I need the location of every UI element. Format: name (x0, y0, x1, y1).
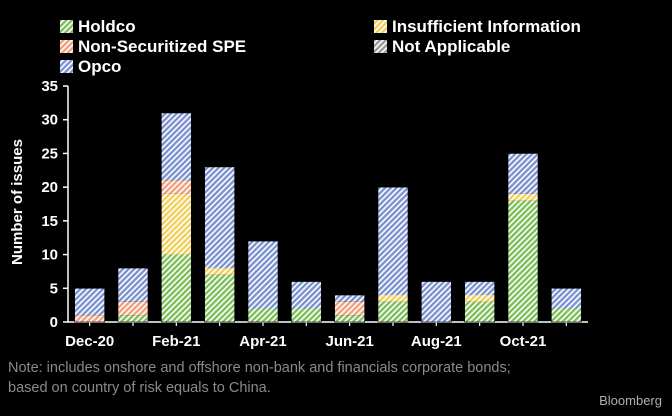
legend-swatch (374, 20, 387, 33)
y-tick-label: 10 (41, 247, 58, 264)
bar-segment-insufficient-information (508, 193, 538, 201)
bar-outline (291, 281, 322, 323)
legend-label: Opco (78, 57, 121, 76)
legend-item-opco: Opco (60, 57, 121, 76)
legend-swatch (60, 40, 73, 53)
y-axis: 0 5 10 15 20 25 30 35 (41, 78, 69, 331)
bar-outline (117, 267, 149, 323)
y-tick-label: 0 (50, 314, 58, 331)
bar-outline (464, 281, 495, 323)
bar-stack-sep-21 (464, 281, 495, 323)
x-tick-label: Apr-21 (239, 333, 287, 350)
x-tick-label: Aug-21 (411, 333, 462, 350)
bar-segment-holdco (551, 308, 582, 322)
bar-segment-holdco (378, 301, 408, 322)
bars (74, 112, 582, 323)
bar-stack-feb-21 (161, 112, 192, 323)
bar-outline (377, 186, 409, 323)
legend-label: Insufficient Information (392, 17, 581, 36)
bar-segment-non-securitized-spe (161, 180, 192, 194)
legend-swatch (60, 60, 73, 73)
bar-outline (247, 240, 279, 323)
y-tick-label: 30 (41, 112, 58, 129)
legend-label: Non-Securitized SPE (78, 37, 246, 56)
bar-segment-opco (248, 241, 278, 309)
bar-stack-aug-21 (421, 281, 452, 323)
bar-segment-opco (551, 288, 582, 309)
y-axis-title: Number of issues (9, 139, 26, 265)
footnote: Note: includes onshore and offshore non-… (8, 358, 618, 398)
bar-segment-non-securitized-spe (74, 315, 105, 322)
legend-swatch (60, 20, 73, 33)
bar-stack-mar-21 (204, 166, 235, 323)
bar-segment-holdco (248, 308, 278, 322)
bar-segment-opco (118, 268, 148, 302)
y-tick-label: 15 (41, 213, 58, 230)
bar-segment-opco (334, 295, 365, 302)
bar-segment-holdco (464, 301, 495, 322)
bar-segment-insufficient-information (464, 295, 495, 302)
bloomberg-logo: Bloomberg (599, 393, 662, 408)
bar-stack-may-21 (291, 281, 322, 323)
legend-item-holdco: Holdco (60, 17, 136, 36)
y-tick-label: 25 (41, 145, 58, 162)
bar-outline (74, 287, 105, 323)
bar-stack-jun-21 (334, 294, 365, 323)
bar-segment-non-securitized-spe (334, 301, 365, 316)
legend: Holdco Insufficient Information Non-Securi… (60, 17, 581, 76)
y-tick-label: 5 (50, 280, 58, 297)
bar-segment-holdco (118, 315, 148, 322)
x-tick-label: Oct-21 (500, 333, 547, 350)
bar-segment-holdco (508, 200, 538, 322)
bar-segment-opco (378, 187, 408, 296)
bar-segment-opco (508, 153, 538, 194)
bar-segment-opco (464, 281, 495, 296)
x-tick-label: Dec-20 (65, 333, 114, 350)
bar-stack-jul-21 (377, 186, 409, 323)
bar-outline (334, 294, 365, 323)
bar-segment-opco (421, 281, 452, 322)
bar-segment-insufficient-information (378, 295, 408, 302)
bar-segment-insufficient-information (204, 268, 235, 275)
bar-segment-holdco (161, 254, 192, 322)
bar-segment-holdco (204, 274, 235, 322)
footnote-line-2: based on country of risk equals to China… (8, 380, 271, 396)
bar-stack-dec-20 (74, 287, 105, 323)
bar-segment-opco (204, 166, 235, 269)
bar-outline (161, 112, 192, 323)
bar-outline (551, 287, 582, 323)
legend-label: Not Applicable (392, 37, 510, 56)
bar-outline (421, 281, 452, 323)
legend-item-insufficient-information: Insufficient Information (374, 17, 581, 36)
bar-stack-nov-21 (551, 287, 582, 323)
x-axis: Dec-20 Feb-21 Apr-21 Jun-21 Aug-21 Oct-21 (65, 321, 588, 350)
legend-label: Holdco (78, 17, 136, 36)
x-tick-label: Jun-21 (325, 333, 373, 350)
legend-swatch (374, 40, 387, 53)
bar-segment-insufficient-information (161, 193, 192, 255)
bar-stack-apr-21 (247, 240, 279, 323)
bar-outline (204, 166, 235, 323)
bar-outline (507, 153, 539, 323)
legend-item-non-securitized-spe: Non-Securitized SPE (60, 37, 246, 56)
x-tick-label: Feb-21 (152, 333, 200, 350)
bar-segment-opco (291, 281, 322, 309)
y-tick-label: 20 (41, 179, 58, 196)
bar-segment-opco (161, 112, 192, 181)
legend-item-not-applicable: Not Applicable (374, 37, 510, 56)
bar-segment-holdco (291, 308, 322, 322)
bar-segment-opco (74, 288, 105, 316)
bar-stack-jan-21 (117, 267, 149, 323)
y-tick-label: 35 (41, 78, 58, 95)
footnote-line-1: Note: includes onshore and offshore non-… (8, 360, 511, 376)
bar-segment-non-securitized-spe (118, 301, 148, 316)
bar-stack-oct-21 (507, 153, 539, 323)
bar-segment-holdco (334, 315, 365, 322)
